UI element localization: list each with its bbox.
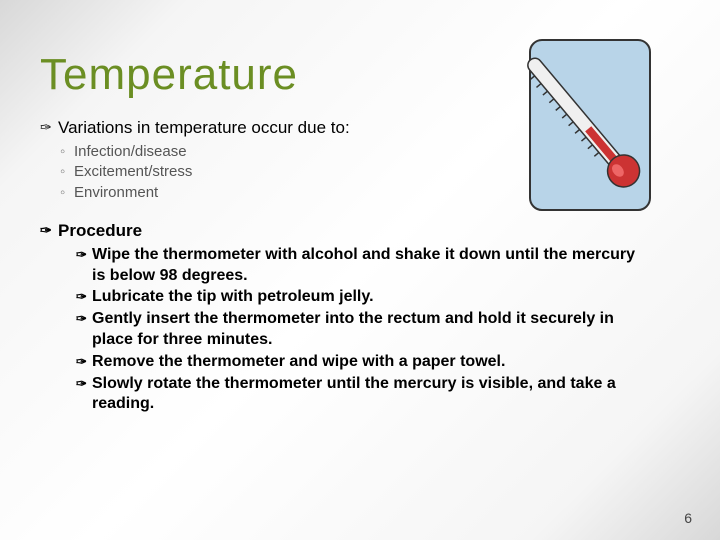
list-item: Lubricate the tip with petroleum jelly.	[40, 287, 680, 308]
variations-section: Variations in temperature occur due to: …	[40, 118, 680, 203]
list-item: Environment	[40, 183, 680, 203]
list-item: Gently insert the thermometer into the r…	[40, 309, 680, 351]
page-number: 6	[684, 510, 692, 526]
list-item: Remove the thermometer and wipe with a p…	[40, 352, 680, 373]
list-item: Slowly rotate the thermometer until the …	[40, 374, 680, 416]
procedure-section: Procedure Wipe the thermometer with alco…	[40, 221, 680, 415]
procedure-heading: Procedure	[40, 221, 680, 241]
variations-heading: Variations in temperature occur due to:	[40, 118, 680, 138]
list-item: Excitement/stress	[40, 162, 680, 182]
list-item: Infection/disease	[40, 142, 680, 162]
list-item: Wipe the thermometer with alcohol and sh…	[40, 245, 680, 287]
slide-container: Temperature Variations in temperature oc…	[0, 0, 720, 540]
